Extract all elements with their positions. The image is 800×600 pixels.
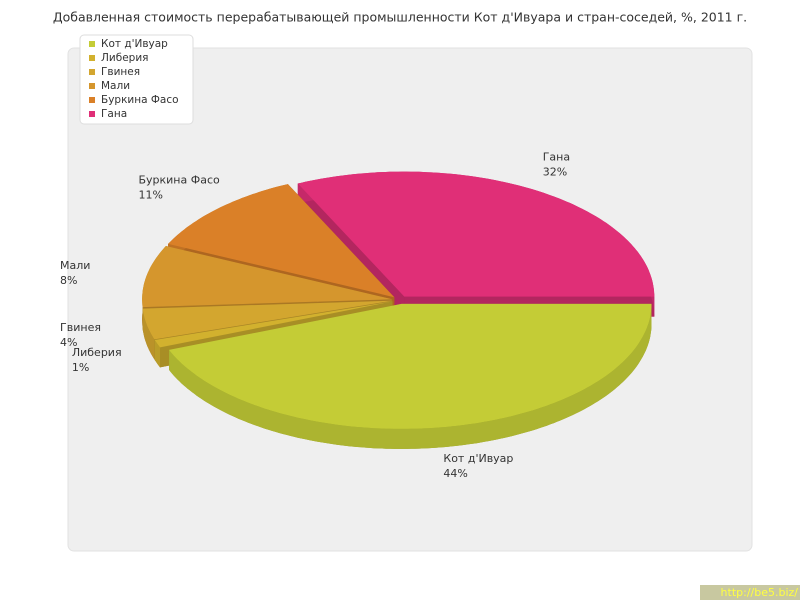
legend-label: Либерия xyxy=(101,52,148,64)
legend-label: Гвинея xyxy=(101,66,140,78)
slice-label: Гана xyxy=(543,151,570,164)
legend xyxy=(79,34,194,125)
pie: Кот д'Ивуар 44% Либерия 1% Гвинея 4% Мали 8% Бур… xyxy=(60,151,655,480)
legend-swatch xyxy=(89,83,95,89)
slice-value-label: 32% xyxy=(543,166,567,179)
legend-swatch xyxy=(89,111,95,117)
slice xyxy=(142,246,393,308)
legend-swatch xyxy=(89,55,95,61)
slice-side xyxy=(154,340,160,368)
slice xyxy=(142,300,393,340)
slice-side xyxy=(169,303,652,449)
slice xyxy=(154,301,393,348)
legend-label: Буркина Фасо xyxy=(101,94,179,106)
legend-label: Мали xyxy=(101,80,130,92)
watermark-bg xyxy=(700,585,800,600)
slice-label: Гвинея xyxy=(60,321,101,334)
slice xyxy=(168,184,395,298)
legend-swatch xyxy=(89,69,95,75)
slice xyxy=(169,303,652,429)
slice-value-label: 11% xyxy=(138,188,162,201)
legend-swatch xyxy=(89,41,95,47)
slice-value-label: 44% xyxy=(443,467,467,480)
slice-label: Либерия xyxy=(72,346,122,359)
slice-value-label: 1% xyxy=(72,361,89,374)
slice-side xyxy=(142,308,155,360)
chart-title: Добавленная стоимость перерабатывающей п… xyxy=(53,10,747,25)
slice-label: Кот д'Ивуар xyxy=(443,452,513,465)
slice-value-label: 8% xyxy=(60,274,77,287)
legend-label: Гана xyxy=(101,108,127,120)
legend-label: Кот д'Ивуар xyxy=(101,38,168,50)
slice xyxy=(297,171,655,297)
slice-label: Мали xyxy=(60,259,90,272)
legend-swatch xyxy=(89,97,95,103)
watermark: http://be5.biz/ xyxy=(721,586,799,599)
slice-label: Буркина Фасо xyxy=(138,173,220,186)
slice-value-label: 4% xyxy=(60,336,77,349)
